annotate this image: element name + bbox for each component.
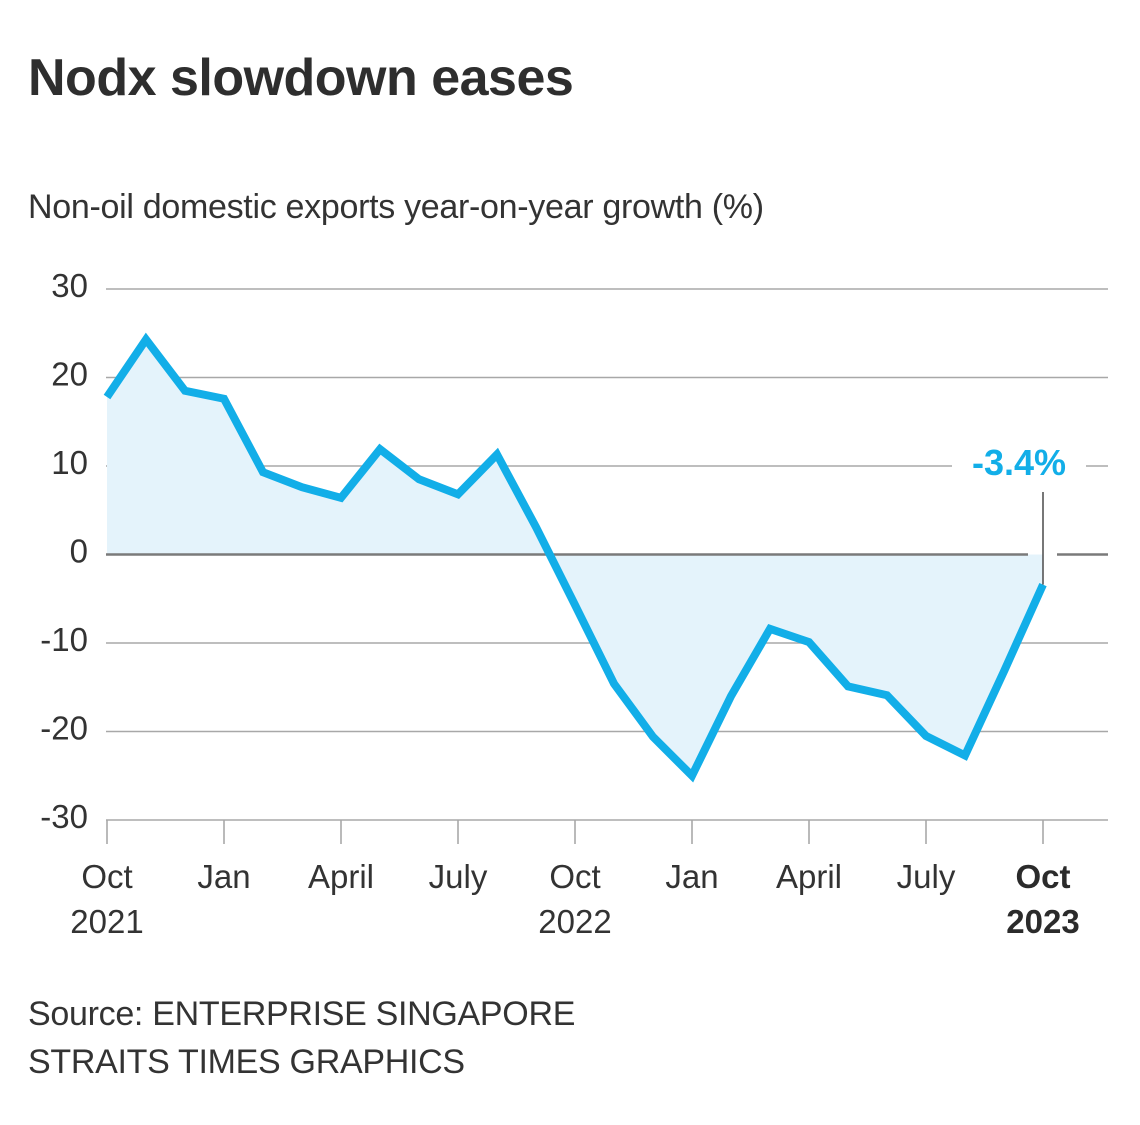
line-layer bbox=[103, 332, 1047, 783]
x-tick-year-label: 2022 bbox=[538, 903, 611, 940]
y-tick-label: 10 bbox=[51, 444, 88, 481]
x-tick-label: July bbox=[429, 858, 488, 895]
chart-title: Nodx slowdown eases bbox=[28, 49, 574, 107]
credit-text: STRAITS TIMES GRAPHICS bbox=[28, 1043, 465, 1081]
x-tick-label: Oct bbox=[549, 858, 600, 895]
source-text: Source: ENTERPRISE SINGAPORE bbox=[28, 995, 576, 1033]
x-tick-label: April bbox=[776, 858, 842, 895]
x-tick-year-label: 2021 bbox=[70, 903, 143, 940]
chart-subtitle: Non-oil domestic exports year-on-year gr… bbox=[28, 188, 764, 226]
x-tick-label: Jan bbox=[665, 858, 718, 895]
annotation-layer: -3.4% bbox=[952, 440, 1086, 585]
y-tick-label: -30 bbox=[40, 798, 88, 835]
annotation-label-background bbox=[952, 440, 1086, 480]
x-axis: Oct 2021 Jan April July Oct 2022 Jan April July Oc… bbox=[70, 819, 1108, 940]
x-tick-label: Oct bbox=[1015, 858, 1070, 895]
area-layer bbox=[107, 339, 1043, 776]
y-tick-label: 20 bbox=[51, 356, 88, 393]
area-fill bbox=[107, 339, 1043, 776]
y-tick-label: 30 bbox=[51, 267, 88, 304]
x-tick-label: Jan bbox=[197, 858, 250, 895]
x-tick-label: Oct bbox=[81, 858, 132, 895]
series-line bbox=[103, 332, 1047, 783]
annotation-label: -3.4% bbox=[972, 442, 1066, 483]
x-tick-label: April bbox=[308, 858, 374, 895]
y-axis: 30 20 10 0 -10 -20 -30 bbox=[40, 267, 88, 835]
x-tick-year-label: 2023 bbox=[1006, 903, 1079, 940]
y-tick-label: 0 bbox=[70, 533, 88, 570]
y-tick-label: -20 bbox=[40, 710, 88, 747]
y-tick-label: -10 bbox=[40, 621, 88, 658]
source-note: Source: ENTERPRISE SINGAPORE STRAITS TIM… bbox=[28, 990, 575, 1086]
x-tick-label: July bbox=[897, 858, 956, 895]
